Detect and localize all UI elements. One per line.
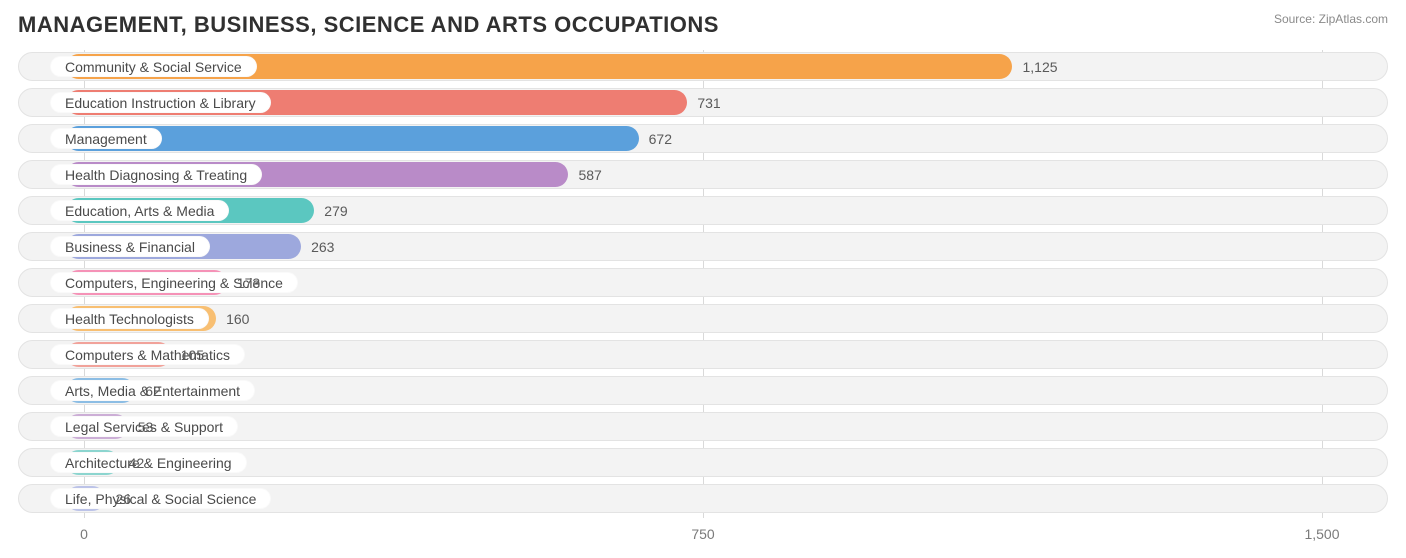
category-label: Education, Arts & Media [50, 200, 229, 221]
bar-row: Computers, Engineering & Science173 [18, 266, 1388, 299]
value-label: 173 [227, 266, 260, 299]
plot-area: 0 750 1,500 Community & Social Service 1,125… [18, 50, 1388, 546]
category-label: Computers, Engineering & Science [50, 272, 298, 293]
bar-row: Health Diagnosing & Treating 587 [18, 158, 1388, 191]
source-attribution: Source: ZipAtlas.com [1274, 12, 1388, 28]
source-label: Source: [1274, 12, 1315, 26]
bar-row: Life, Physical & Social Science26 [18, 482, 1388, 515]
bar-row: Community & Social Service 1,125 [18, 50, 1388, 83]
category-label: Architecture & Engineering [50, 452, 247, 473]
bar-row: Education, Arts & Media 279 [18, 194, 1388, 227]
value-label: 26 [105, 482, 131, 515]
category-label: Business & Financial [50, 236, 210, 257]
value-label: 279 [314, 194, 347, 227]
x-tick-label: 0 [80, 526, 88, 542]
category-label: Management [50, 128, 162, 149]
value-label: 42 [119, 446, 145, 479]
source-site: ZipAtlas.com [1319, 12, 1388, 26]
bar-row: Education Instruction & Library 731 [18, 86, 1388, 119]
value-label: 672 [639, 122, 672, 155]
category-label: Life, Physical & Social Science [50, 488, 271, 509]
value-label: 160 [216, 302, 249, 335]
bar-row: Architecture & Engineering42 [18, 446, 1388, 479]
bar-row: Business & Financial 263 [18, 230, 1388, 263]
bar-row: Computers & Mathematics105 [18, 338, 1388, 371]
value-label: 587 [568, 158, 601, 191]
value-label: 263 [301, 230, 334, 263]
chart-title: MANAGEMENT, BUSINESS, SCIENCE AND ARTS O… [18, 12, 719, 38]
category-label: Health Diagnosing & Treating [50, 164, 262, 185]
category-label: Education Instruction & Library [50, 92, 271, 113]
chart-header: MANAGEMENT, BUSINESS, SCIENCE AND ARTS O… [18, 12, 1388, 38]
value-label: 731 [687, 86, 720, 119]
category-label: Health Technologists [50, 308, 209, 329]
occupations-bar-chart: 0 750 1,500 Community & Social Service 1,125… [18, 50, 1388, 546]
bar-row: Health Technologists 160 [18, 302, 1388, 335]
category-label: Computers & Mathematics [50, 344, 245, 365]
bar-row: Management 672 [18, 122, 1388, 155]
value-label: 53 [128, 410, 154, 443]
x-tick-label: 750 [691, 526, 714, 542]
bar-row: Legal Services & Support53 [18, 410, 1388, 443]
value-label: 1,125 [1012, 50, 1057, 83]
value-label: 62 [135, 374, 161, 407]
category-label: Community & Social Service [50, 56, 257, 77]
value-label: 105 [171, 338, 204, 371]
bar-row: Arts, Media & Entertainment62 [18, 374, 1388, 407]
x-tick-label: 1,500 [1304, 526, 1339, 542]
